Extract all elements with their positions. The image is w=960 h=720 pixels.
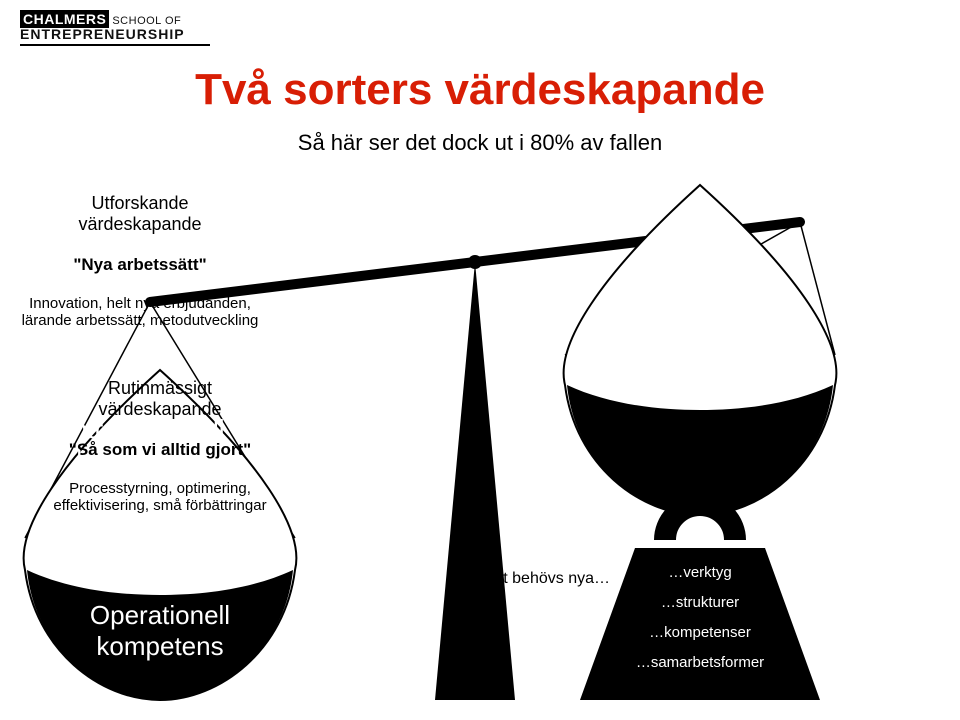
right-pan-heading: Utforskande värdeskapande (0, 193, 280, 235)
left-comp-2: kompetens (0, 631, 320, 662)
right-pan-quote: "Nya arbetssätt" (0, 255, 280, 275)
left-body-2: effektivisering, små förbättringar (0, 497, 320, 514)
left-body-1: Processtyrning, optimering, (0, 480, 320, 497)
left-heading-1: Rutinmässigt (0, 378, 320, 399)
weight-line-2: …strukturer (588, 588, 812, 618)
weight-list: …verktyg …strukturer …kompetenser …samar… (588, 558, 812, 678)
weight-ring (665, 505, 735, 540)
right-comp-1: Entreprenöriell (0, 414, 280, 445)
weight-line-1: …verktyg (588, 558, 812, 588)
weight-line-3: …kompetenser (588, 618, 812, 648)
right-body-1: Innovation, helt nya erbjudanden, (0, 295, 280, 312)
right-heading-2: värdeskapande (0, 214, 280, 235)
weight-line-4: …samarbetsformer (588, 648, 812, 678)
right-comp-2: kompetens (0, 445, 280, 476)
right-heading-1: Utforskande (0, 193, 280, 214)
right-pan-body: Innovation, helt nya erbjudanden, lärand… (0, 295, 280, 329)
left-pan-body: Processtyrning, optimering, effektiviser… (0, 480, 320, 514)
left-comp-1: Operationell (0, 600, 320, 631)
right-body-2: lärande arbetssätt, metodutveckling (0, 312, 280, 329)
right-competence: Entreprenöriell kompetens (0, 414, 280, 476)
fulcrum-shape (435, 262, 515, 700)
left-competence: Operationell kompetens (0, 600, 320, 662)
